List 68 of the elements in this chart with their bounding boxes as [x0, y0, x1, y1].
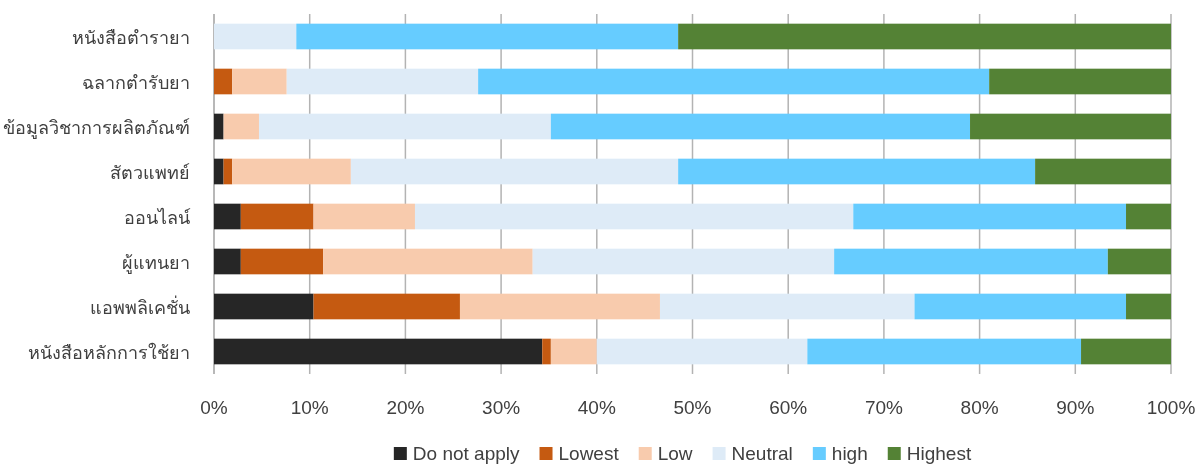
bar: [232, 68, 287, 95]
legend-label: Low: [657, 443, 693, 464]
bar: [532, 248, 835, 275]
bar: [414, 203, 854, 230]
bar: [223, 158, 233, 185]
y-tick-label: สัตวแพทย์: [110, 162, 190, 183]
bar: [214, 158, 224, 185]
y-tick-label: แอพพลิเคชั่น: [90, 294, 190, 318]
bar: [1107, 248, 1171, 275]
x-tick-label: 0%: [200, 397, 228, 418]
y-tick-label: ฉลากตำรับยา: [82, 72, 190, 93]
bar: [313, 293, 460, 320]
bar: [258, 113, 551, 140]
bar: [459, 293, 660, 320]
bar: [659, 293, 915, 320]
y-tick-label: หนังสือหลักการใช้ยา: [28, 341, 190, 363]
bar: [296, 23, 679, 50]
bar: [1126, 293, 1171, 320]
legend-label: high: [831, 443, 868, 464]
y-tick-label: ผู้แทนยา: [122, 252, 190, 274]
x-tick-label: 100%: [1146, 397, 1196, 418]
bar: [914, 293, 1127, 320]
y-tick-label: ข้อมูลวิชาการผลิตภัณฑ์: [3, 117, 190, 139]
legend-label: Do not apply: [412, 443, 521, 464]
bar: [214, 248, 241, 275]
legend-label: Neutral: [731, 443, 793, 464]
x-tick-label: 40%: [577, 397, 616, 418]
bar: [678, 23, 1171, 50]
bar: [596, 338, 808, 365]
bar: [550, 113, 971, 140]
bar: [214, 68, 233, 95]
bar: [1126, 203, 1171, 230]
bar: [240, 248, 324, 275]
bar: [232, 158, 351, 185]
bar: [286, 68, 479, 95]
legend-label: Highest: [906, 443, 972, 464]
bar: [214, 113, 224, 140]
legend-label: Lowest: [558, 443, 620, 464]
bar: [214, 203, 241, 230]
bar: [1081, 338, 1171, 365]
bar: [1035, 158, 1171, 185]
x-tick-label: 50%: [673, 397, 712, 418]
bar: [350, 158, 679, 185]
x-tick-label: 30%: [482, 397, 521, 418]
bar: [214, 293, 314, 320]
bar: [989, 68, 1171, 95]
x-tick-label: 20%: [386, 397, 425, 418]
x-tick-label: 80%: [960, 397, 999, 418]
bar: [550, 338, 597, 365]
x-tick-label: 10%: [290, 397, 329, 418]
bar: [807, 338, 1082, 365]
x-tick-label: 70%: [864, 397, 904, 418]
bar: [323, 248, 533, 275]
bar: [542, 338, 551, 365]
x-tick-label: 90%: [1056, 397, 1095, 418]
bar: [970, 113, 1171, 140]
bar: [853, 203, 1127, 230]
bar: [214, 23, 297, 50]
x-tick-label: 60%: [769, 397, 808, 418]
bar: [834, 248, 1108, 275]
y-tick-label: ออนไลน์: [124, 206, 191, 228]
bar: [678, 158, 1036, 185]
y-tick-label: หนังสือตำรายา: [72, 27, 190, 48]
bar: [240, 203, 314, 230]
bar: [313, 203, 415, 230]
bar: [478, 68, 990, 95]
bar: [223, 113, 259, 140]
bar: [214, 338, 543, 365]
